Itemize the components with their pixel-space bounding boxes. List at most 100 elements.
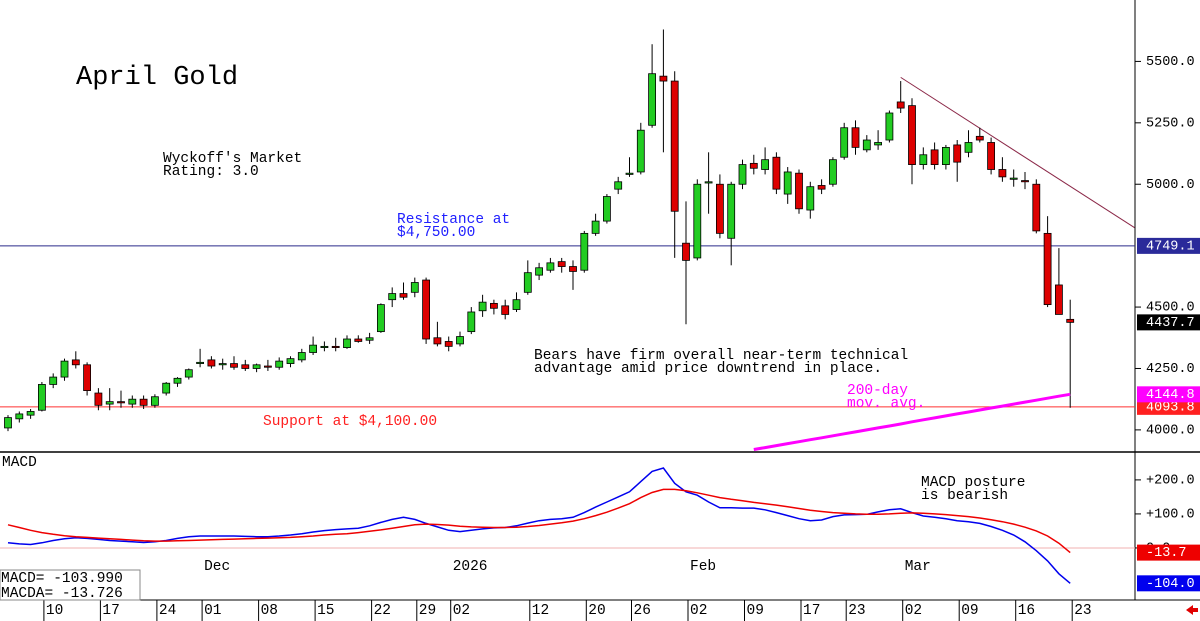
x-tick-label: 01 [204, 603, 221, 619]
x-tick-label: 23 [848, 603, 865, 619]
candle-body [727, 183, 736, 239]
candle-body [1009, 177, 1018, 180]
candle-body [252, 364, 261, 369]
candle-body [49, 376, 58, 385]
candle-body [331, 345, 340, 348]
candle-body [467, 311, 476, 333]
x-tick-label: 09 [747, 603, 764, 619]
candle-body [998, 169, 1007, 178]
y-tick-label: 5250.0 [1146, 116, 1195, 131]
annotation: Support at $4,100.00 [263, 414, 437, 430]
candle-body [704, 181, 713, 184]
candle-body [942, 146, 950, 165]
macd-tag: -104.0 [1146, 577, 1195, 592]
candle-body [614, 181, 623, 190]
value-tag-bg [1137, 398, 1200, 415]
candle-body [117, 401, 125, 404]
candle-body [444, 341, 453, 347]
candle-body [343, 338, 351, 348]
candle-body [862, 139, 871, 151]
value-tag-bg [1137, 386, 1200, 403]
x-tick-label: 15 [317, 603, 334, 619]
candle-body [399, 293, 408, 298]
candle-body [569, 266, 577, 272]
x-tick-label: 20 [588, 603, 605, 619]
candle-body [26, 411, 35, 416]
candle-body [659, 75, 668, 82]
candle-body [874, 142, 882, 146]
candle-body [557, 261, 566, 267]
candle-body [309, 344, 318, 353]
candle-body [354, 338, 363, 342]
candle-body [806, 186, 815, 211]
candle-body [625, 172, 634, 175]
y-tick-label: 4500.0 [1146, 301, 1195, 316]
x-tick-label: 22 [374, 603, 391, 619]
x-tick-label: 10 [46, 603, 63, 619]
annotation: is bearish [921, 488, 1008, 504]
candle-body [896, 101, 905, 109]
trendline [900, 76, 1135, 229]
x-tick-label: 08 [261, 603, 278, 619]
x-tick-label: 23 [1074, 603, 1091, 619]
y-tick-label: +200.0 [1146, 473, 1195, 488]
candle-body [230, 363, 238, 368]
x-tick-label: 02 [690, 603, 707, 619]
candle-body [1021, 180, 1029, 183]
candle-body [128, 398, 137, 405]
candle-body [829, 159, 837, 185]
candle-body [263, 365, 272, 368]
annotation: MACD posture [921, 475, 1025, 491]
candle-body [523, 272, 532, 293]
value-tag-bg [1137, 544, 1200, 561]
candle-body [4, 417, 12, 429]
annotation: $4,750.00 [397, 225, 475, 241]
candle-body [738, 164, 747, 185]
value-tag-bg [1137, 314, 1200, 331]
y-tick-label: 5500.0 [1146, 55, 1195, 70]
candle-body [297, 352, 306, 361]
candle-body [772, 156, 781, 190]
candle-body [761, 159, 769, 170]
annotation: Bears have firm overall near-term techni… [534, 348, 908, 364]
candle-body [885, 112, 894, 141]
candle-body [501, 305, 510, 315]
candle-body [150, 396, 159, 406]
candle-body [580, 232, 589, 271]
candle-body [1066, 318, 1075, 323]
candle-body [162, 382, 171, 394]
x-tick-label: 02 [453, 603, 470, 619]
annotation: Resistance at [397, 212, 510, 228]
x-tick-label: 09 [961, 603, 978, 619]
candle-body [648, 73, 656, 126]
candle-body [410, 282, 419, 293]
candle-body [535, 267, 543, 276]
annotation: advantage amid price downtrend in place. [534, 361, 882, 377]
readout: MACDA= -13.726 [1, 586, 123, 602]
moving-average [753, 392, 1071, 451]
macd-line [7, 467, 1071, 584]
candle-body [840, 127, 849, 158]
scroll-arrow[interactable] [1186, 605, 1198, 615]
period-label: 2026 [453, 559, 488, 575]
candle-body [15, 413, 24, 420]
last-price-tag: 4437.7 [1146, 316, 1195, 331]
candle-body [591, 220, 600, 234]
candle-body [173, 377, 182, 384]
candle-body [286, 358, 295, 364]
candle-body [489, 302, 498, 309]
value-tag-bg [1137, 237, 1200, 254]
candle-body [275, 360, 284, 368]
candle-body [512, 299, 521, 310]
candle-body [693, 183, 702, 259]
candle-body [908, 105, 916, 165]
y-tick-label: 5000.0 [1146, 178, 1195, 193]
candle-body [456, 336, 464, 345]
candle-body [365, 337, 374, 341]
x-tick-label: 17 [102, 603, 119, 619]
x-tick-label: 24 [159, 603, 176, 619]
candle-body [546, 262, 555, 271]
candle-body [83, 364, 91, 391]
